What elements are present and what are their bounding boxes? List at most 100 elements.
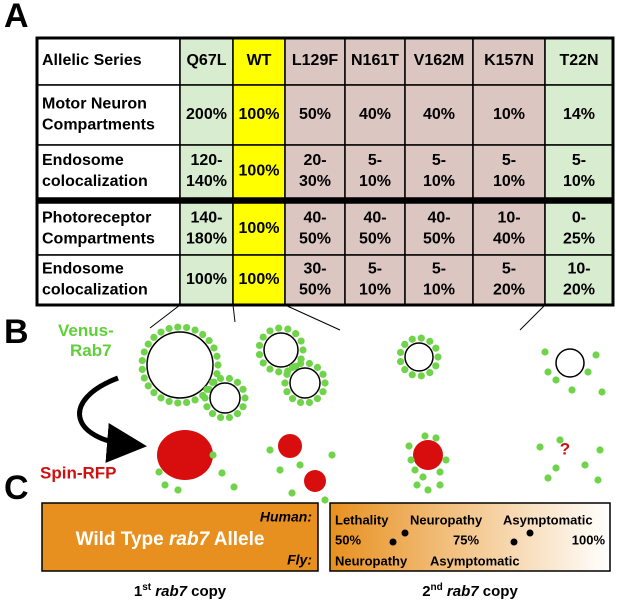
cell-bg [404,37,474,86]
venus-dot [225,413,234,422]
venus-dot [594,476,602,484]
percent: 75% [453,532,479,547]
endosomes [138,323,606,504]
outcome: Neuropathy [410,512,483,527]
cell-bg [344,84,406,146]
cell-text: 50% [423,231,455,248]
venus-dot [305,398,314,407]
venus-dot [199,330,207,339]
venus-dot [421,432,429,440]
venus-dot [401,340,409,349]
venus-dot [140,374,148,382]
cell-text: colocalization [42,282,148,299]
second-copy-box [329,502,611,572]
venus-dot [201,394,209,402]
venus-dot [259,359,267,367]
cell-text: 0- [572,210,586,227]
venus-dot [288,363,297,371]
cell-text: 120- [190,152,222,169]
cell-bg [284,144,346,199]
venus-dot [208,410,217,418]
venus-dot [432,344,440,352]
percent: 100% [572,532,606,547]
cell-text: 50% [299,231,331,248]
venus-dot [544,368,552,376]
cell-text: 25% [563,231,595,248]
venus-dot [203,403,211,411]
venus-dot [216,374,225,383]
venus-dot [296,461,304,469]
cell-text: Endosome [42,261,124,278]
header-text: WT [247,52,272,69]
cell-bg [472,84,546,146]
venus-dot [144,340,152,348]
venus-dot [407,456,415,464]
cell-text: 40% [423,106,455,123]
venus-dot [225,374,234,383]
outcome: Neuropathy [335,553,408,568]
venus-dot [552,464,560,472]
venus-dot [581,461,589,469]
venus-dot [241,394,249,402]
venus-dot [405,442,413,450]
venus-dot [436,468,444,476]
cell-bg [472,144,546,199]
venus-dot [191,396,199,404]
outcome: Lethality [335,512,389,527]
rfp [413,440,443,470]
venus-dot [138,365,146,374]
outcome: Asymptomatic [430,553,520,568]
venus-dot [321,379,329,387]
venus-dot [182,398,191,407]
allele: Wild Type rab7 Allele [76,529,265,550]
venus-dot [155,468,163,476]
venus-dot [584,368,592,376]
venus-dot [161,481,169,489]
venus-dot [214,361,222,369]
venus-dot [157,394,165,402]
cell-bg [179,144,234,199]
venus-dot [213,352,221,360]
venus-dot [426,369,434,377]
venus-dot [305,359,314,368]
venus-dot [165,397,173,406]
caption: 2nd rab7 copy [422,582,518,600]
venus-dot [321,496,329,504]
venus-dot [436,481,444,489]
venus-dot [442,456,450,464]
venus-dot [297,337,305,345]
cell-text: 5- [432,152,446,169]
venus-dot [281,379,289,387]
cell-text: Photoreceptor [42,210,151,227]
venus-dot [259,333,267,341]
header-text: N161T [351,52,399,69]
venus-dot [319,370,327,378]
fly: Fly: [287,552,312,568]
cell-text: 5- [432,261,446,278]
venus-dot [174,486,182,494]
venus-dot [408,335,416,343]
venus-dot [255,350,264,359]
venus-dot [216,413,225,422]
cell-text: 30% [299,173,331,190]
venus-dot [203,385,211,393]
cell-bg [36,37,181,86]
panel-label: B [4,313,29,351]
cell-text: 5- [368,152,382,169]
cell-text: 10% [563,173,595,190]
venus-dot [174,399,182,407]
cell-text: 10% [359,173,391,190]
venus-dot [419,473,427,481]
venus-dot [283,370,291,378]
cell-text: 20% [493,282,525,299]
cell-bg [344,144,406,199]
venus-dot [288,395,297,403]
cell-text: 5- [502,152,516,169]
venus-dot [230,483,238,491]
header-text: Q67L [186,52,226,69]
cell-text: 10% [493,106,525,123]
venus-dot [233,378,242,386]
cell-bg [544,144,614,199]
cell-text: 10% [423,282,455,299]
venus-dot [182,323,191,332]
